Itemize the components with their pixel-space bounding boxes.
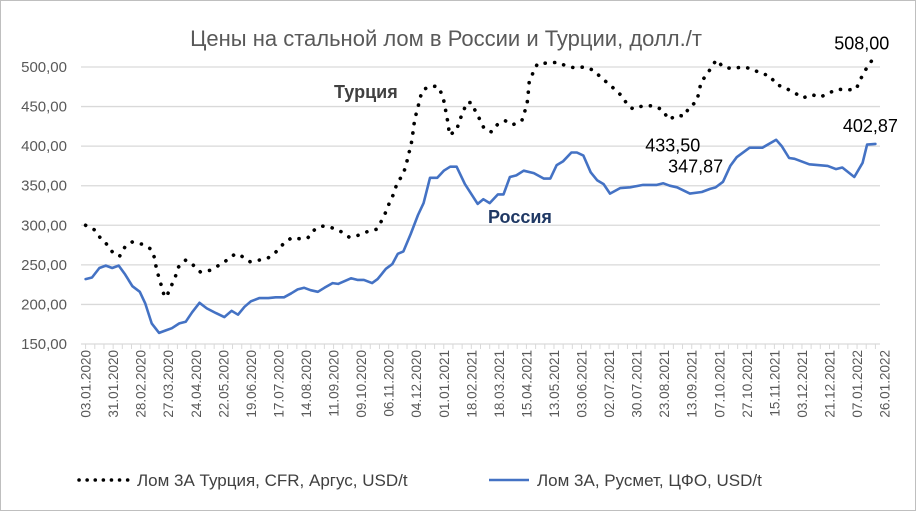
y-tick-label: 200,00: [21, 296, 67, 313]
y-tick-label: 300,00: [21, 217, 67, 234]
y-tick-label: 450,00: [21, 99, 67, 116]
x-tick-label: 04.12.2020: [409, 350, 424, 418]
legend-label-turkey: Лом 3А Турция, CFR, Аргус, USD/t: [137, 471, 408, 490]
x-tick-label: 14.08.2020: [299, 350, 314, 418]
x-tick-label: 23.08.2021: [657, 350, 672, 418]
y-tick-label: 250,00: [21, 257, 67, 274]
x-tick-label: 17.07.2020: [271, 350, 286, 418]
data-label: 402,87: [843, 116, 898, 136]
x-tick-label: 01.01.2021: [437, 350, 452, 418]
x-tick-label: 03.06.2021: [575, 350, 590, 418]
y-tick-label: 350,00: [21, 178, 67, 195]
x-tick-label: 27.10.2021: [740, 350, 755, 418]
x-tick-label: 11.09.2020: [327, 350, 342, 417]
series-line-turkey: [83, 58, 874, 300]
y-tick-label: 150,00: [21, 336, 67, 353]
y-tick-label: 500,00: [21, 59, 67, 76]
data-label: 508,00: [834, 34, 889, 54]
x-tick-label: 07.01.2022: [850, 350, 865, 418]
x-tick-label: 02.07.2021: [602, 350, 617, 418]
x-axis-ticks: 03.01.2020 31.01.2020 28.02.2020 27.03.2020…: [79, 344, 893, 418]
x-tick-label: 21.12.2021: [822, 350, 837, 418]
x-tick-label: 19.06.2020: [244, 350, 259, 418]
y-axis-ticks: 150,00 200,00 250,00 300,00 350,00 400,00 450,…: [21, 59, 67, 353]
data-label: 347,87: [668, 156, 723, 176]
series-lines: [83, 58, 877, 335]
x-tick-label: 18.02.2021: [464, 350, 479, 418]
series-line-russia: [84, 138, 877, 335]
gridlines: [81, 66, 880, 345]
legend: Лом 3А Турция, CFR, Аргус, USD/t Лом 3А,…: [77, 471, 762, 490]
x-tick-label: 15.04.2021: [519, 350, 534, 418]
x-tick-label: 03.01.2020: [79, 350, 94, 418]
x-tick-label: 24.04.2020: [189, 350, 204, 418]
y-tick-label: 400,00: [21, 138, 67, 155]
x-tick-label: 31.01.2020: [106, 350, 121, 418]
x-tick-label: 18.03.2021: [492, 350, 507, 418]
x-tick-label: 26.01.2022: [878, 350, 893, 418]
x-tick-label: 22.05.2020: [216, 350, 231, 418]
x-tick-label: 30.07.2021: [630, 350, 645, 418]
x-tick-label: 27.03.2020: [161, 350, 176, 418]
legend-label-russia: Лом 3А, Русмет, ЦФО, USD/t: [537, 471, 762, 490]
data-label: 433,50: [645, 136, 700, 156]
data-labels: 433,50 508,00 347,87 402,87: [645, 34, 898, 177]
x-tick-label: 13.05.2021: [547, 350, 562, 418]
x-tick-label: 03.12.2021: [795, 350, 810, 418]
x-tick-label: 13.09.2021: [685, 350, 700, 418]
x-tick-label: 15.11.2021: [767, 350, 782, 417]
x-tick-label: 07.10.2021: [712, 350, 727, 418]
x-tick-label: 06.11.2020: [382, 350, 397, 417]
x-tick-label: 09.10.2020: [354, 350, 369, 418]
series-label-turkey: Турция: [334, 82, 398, 102]
x-tick-label: 28.02.2020: [134, 350, 149, 418]
series-label-russia: Россия: [488, 207, 552, 227]
chart-title: Цены на стальной лом в России и Турции, …: [190, 26, 702, 51]
